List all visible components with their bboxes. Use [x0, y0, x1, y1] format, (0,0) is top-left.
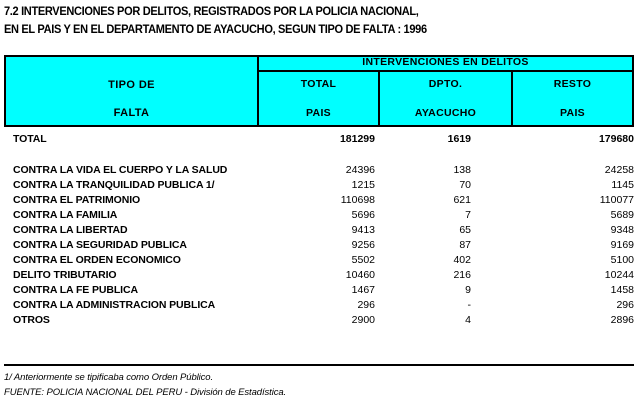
cell-dpto-ayacucho: 4: [465, 314, 471, 326]
cell-total-pais: 10460: [345, 269, 375, 281]
column-header-total-pais-top: TOTAL: [300, 78, 337, 90]
table-row: CONTRA LA TRANQUILIDAD PUBLICA 1/ 1215 7…: [0, 179, 639, 194]
table-header: INTERVENCIONES EN DELITOS TIPO DE FALTA …: [4, 55, 634, 127]
table-row: CONTRA LA FE PUBLICA 1467 9 1458: [0, 284, 639, 299]
cell-total-pais: 5502: [351, 254, 375, 266]
row-label: CONTRA LA VIDA EL CUERPO Y LA SALUD: [13, 164, 228, 176]
row-label: DELITO TRIBUTARIO: [13, 269, 117, 281]
cell-total-pais: 24396: [345, 164, 375, 176]
cell-dpto-ayacucho: 9: [465, 284, 471, 296]
cell-dpto-ayacucho: 87: [459, 239, 471, 251]
cell-resto-pais: 1145: [611, 179, 634, 191]
cell-dpto-ayacucho: -: [467, 299, 472, 311]
stub-header-bottom: FALTA: [113, 107, 150, 119]
cell-resto-pais: 24258: [604, 164, 634, 176]
stub-header-top: TIPO DE: [108, 79, 155, 91]
cell-dpto-ayacucho: 7: [465, 209, 471, 221]
column-header-dpto-top: DPTO.: [428, 78, 463, 90]
cell-dpto-ayacucho: 70: [459, 179, 471, 191]
column-group-header: INTERVENCIONES EN DELITOS: [362, 56, 529, 68]
footnote-note: 1/ Anteriormente se tipificaba como Orde…: [4, 372, 214, 383]
cell-resto-pais: 10244: [604, 269, 634, 281]
cell-total-pais: 1467: [351, 284, 375, 296]
row-label: CONTRA LA TRANQUILIDAD PUBLICA 1/: [13, 179, 215, 191]
table-bottom-divider: [4, 364, 634, 366]
page-title: 7.2 INTERVENCIONES POR DELITOS, REGISTRA…: [4, 3, 634, 39]
row-label: CONTRA EL PATRIMONIO: [13, 194, 141, 206]
table-row: CONTRA EL ORDEN ECONOMICO 5502 402 5100: [0, 254, 639, 269]
table-row-total: TOTAL 181299 1619 179680: [0, 133, 639, 148]
table-row: CONTRA LA LIBERTAD 9413 65 9348: [0, 224, 639, 239]
stub-divider: [257, 57, 259, 125]
cell-total-pais: 296: [357, 299, 375, 311]
row-label: CONTRA LA SEGURIDAD PUBLICA: [13, 239, 187, 251]
row-spacer: [0, 148, 639, 164]
row-label: TOTAL: [13, 133, 47, 145]
cell-total-pais: 2900: [351, 314, 375, 326]
footnote-source: FUENTE: POLICIA NACIONAL DEL PERU - Divi…: [4, 387, 287, 398]
cell-resto-pais: 9348: [610, 224, 634, 236]
cell-dpto-ayacucho: 138: [453, 164, 471, 176]
spanner-divider: [259, 70, 632, 72]
column-divider-2: [511, 70, 513, 125]
column-header-resto-pais-top: RESTO: [553, 78, 592, 90]
cell-total-pais: 5696: [351, 209, 375, 221]
table-row: OTROS 2900 4 2896: [0, 314, 639, 329]
cell-total-pais: 110698: [340, 194, 375, 206]
cell-total-pais: 9256: [351, 239, 375, 251]
cell-dpto-ayacucho: 216: [453, 269, 471, 281]
column-divider-1: [378, 70, 380, 125]
cell-resto-pais: 9169: [610, 239, 634, 251]
table-body: TOTAL 181299 1619 179680 CONTRA LA VIDA …: [0, 133, 639, 329]
cell-resto-pais: 5689: [610, 209, 634, 221]
cell-resto-pais: 296: [616, 299, 634, 311]
cell-resto-pais: 179680: [598, 133, 634, 145]
table-row: CONTRA LA SEGURIDAD PUBLICA 9256 87 9169: [0, 239, 639, 254]
column-header-dpto-bottom: AYACUCHO: [414, 107, 477, 119]
table-row: CONTRA LA VIDA EL CUERPO Y LA SALUD 2439…: [0, 164, 639, 179]
table-row: CONTRA EL PATRIMONIO 110698 621 110077: [0, 194, 639, 209]
column-header-total-pais-bottom: PAIS: [306, 107, 331, 119]
cell-dpto-ayacucho: 621: [453, 194, 471, 206]
cell-resto-pais: 2896: [610, 314, 634, 326]
cell-total-pais: 1215: [351, 179, 375, 191]
table-row: CONTRA LA FAMILIA 5696 7 5689: [0, 209, 639, 224]
column-header-resto-pais-bottom: PAIS: [560, 107, 585, 119]
cell-total-pais: 181299: [339, 133, 375, 145]
title-line-1: 7.2 INTERVENCIONES POR DELITOS, REGISTRA…: [4, 6, 419, 18]
table-row: CONTRA LA ADMINISTRACION PUBLICA 296 - 2…: [0, 299, 639, 314]
footnotes: 1/ Anteriormente se tipificaba como Orde…: [4, 370, 634, 400]
cell-dpto-ayacucho: 65: [459, 224, 471, 236]
cell-dpto-ayacucho: 1619: [447, 133, 471, 145]
cell-total-pais: 9413: [351, 224, 375, 236]
row-label: CONTRA LA ADMINISTRACION PUBLICA: [13, 299, 216, 311]
row-label: CONTRA LA LIBERTAD: [13, 224, 128, 236]
cell-resto-pais: 5100: [610, 254, 634, 266]
row-label: CONTRA LA FAMILIA: [13, 209, 118, 221]
title-line-2: EN EL PAIS Y EN EL DEPARTAMENTO DE AYACU…: [4, 24, 427, 36]
row-label: CONTRA LA FE PUBLICA: [13, 284, 138, 296]
cell-resto-pais: 110077: [599, 194, 634, 206]
table-row: DELITO TRIBUTARIO 10460 216 10244: [0, 269, 639, 284]
cell-dpto-ayacucho: 402: [453, 254, 471, 266]
cell-resto-pais: 1458: [610, 284, 634, 296]
row-label: CONTRA EL ORDEN ECONOMICO: [13, 254, 181, 266]
row-label: OTROS: [13, 314, 50, 326]
